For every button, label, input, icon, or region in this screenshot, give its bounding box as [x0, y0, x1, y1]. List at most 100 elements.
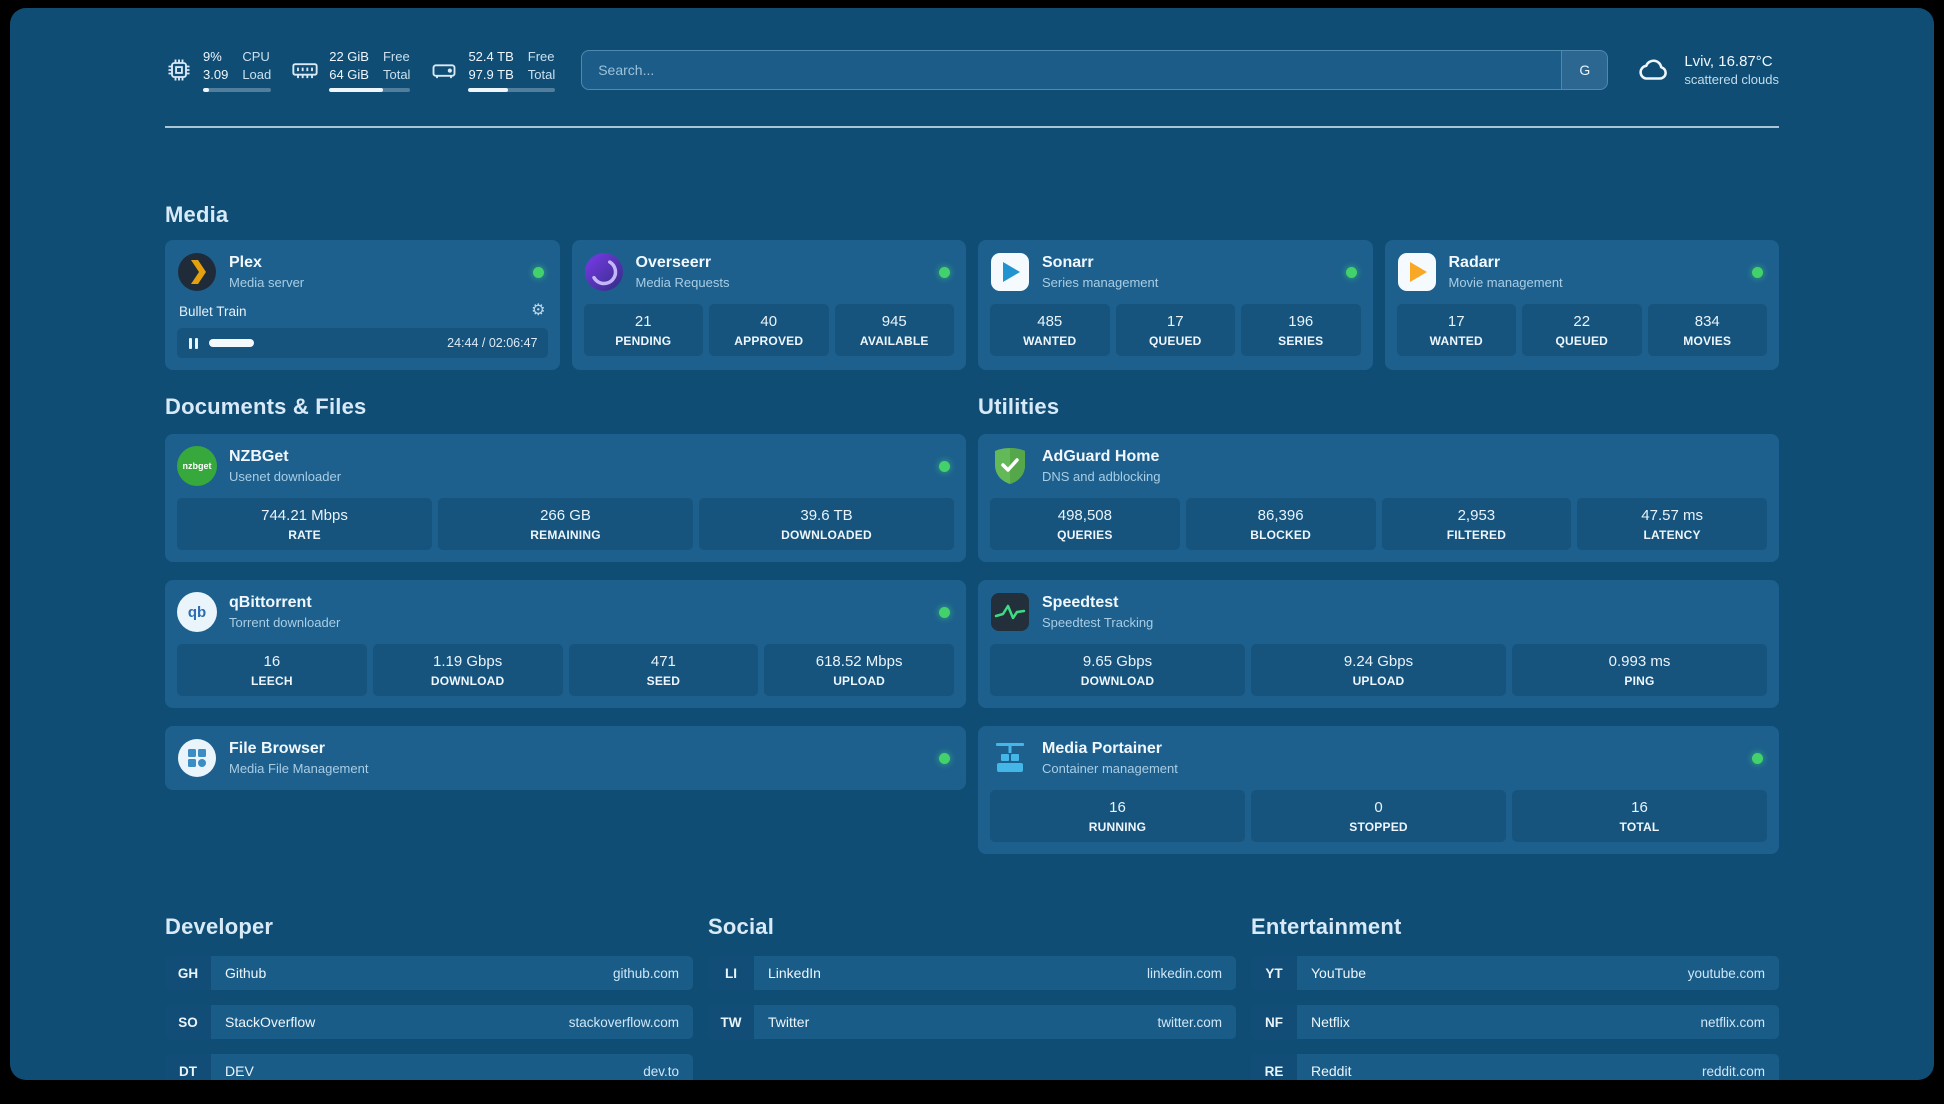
bookmark-youtube[interactable]: YT YouTube youtube.com — [1251, 956, 1779, 991]
adguard-icon — [990, 446, 1030, 486]
status-online-dot — [1345, 266, 1357, 278]
bookmark-abbr: RE — [1251, 1054, 1297, 1080]
service-card-overseerr[interactable]: Overseerr Media Requests 21 PENDING 40 A… — [571, 240, 966, 371]
service-subtitle: Torrent downloader — [229, 615, 341, 631]
filebrowser-icon — [177, 738, 217, 778]
stat-stopped: 0 STOPPED — [1251, 790, 1506, 843]
speedtest-icon — [990, 592, 1030, 632]
cpu-label: CPU — [242, 49, 270, 64]
stat-pending: 21 PENDING — [583, 304, 703, 357]
memory-free-label: Free — [382, 49, 410, 64]
service-subtitle: Usenet downloader — [229, 469, 342, 485]
search-engine-button[interactable]: G — [1561, 51, 1608, 90]
disk-icon — [433, 64, 456, 79]
playback-progress-track[interactable] — [209, 339, 438, 348]
disk-usage-bar — [468, 88, 556, 93]
bookmark-twitter[interactable]: TW Twitter twitter.com — [708, 1005, 1236, 1040]
status-online-dot — [939, 460, 950, 472]
service-subtitle: DNS and adblocking — [1042, 469, 1161, 485]
stat-running: 16 RUNNING — [990, 790, 1245, 843]
nzbget-icon: nzbget — [177, 446, 217, 487]
settings-gear-icon[interactable]: ⚙ — [531, 302, 546, 320]
service-name: Plex — [229, 254, 262, 272]
stat-filtered: 2,953 FILTERED — [1381, 498, 1572, 551]
service-card-radarr[interactable]: Radarr Movie management 17 WANTED 22 QUE… — [1384, 240, 1779, 371]
stat-remaining: 266 GB REMAINING — [438, 498, 693, 551]
section-documents: Documents & Files nzbget NZBGet Usenet d… — [165, 394, 966, 791]
search-input[interactable] — [582, 51, 1562, 90]
disk-total-label: Total — [527, 66, 556, 82]
memory-usage-bar — [329, 88, 411, 93]
stat-available: 945 AVAILABLE — [834, 304, 954, 357]
playback-progress-fill — [209, 339, 254, 348]
memory-total-label: Total — [382, 66, 411, 82]
bookmark-domain: dev.to — [643, 1063, 679, 1079]
section-title-entertainment: Entertainment — [1251, 914, 1402, 940]
service-card-adguard[interactable]: AdGuard Home DNS and adblocking 498,508 … — [978, 434, 1779, 563]
service-card-sonarr[interactable]: Sonarr Series management 485 WANTED 17 Q… — [978, 240, 1373, 371]
stat-movies: 834 MOVIES — [1647, 304, 1767, 357]
weather-location: Lviv, 16.87°C — [1684, 53, 1773, 71]
service-card-speedtest[interactable]: Speedtest Speedtest Tracking 9.65 Gbps D… — [978, 580, 1779, 709]
bookmark-domain: netflix.com — [1700, 1014, 1765, 1030]
bookmark-github[interactable]: GH Github github.com — [165, 956, 693, 991]
memory-widget: 22 GiB 64 GiB Free Total — [291, 48, 411, 93]
bookmark-domain: youtube.com — [1687, 965, 1765, 981]
status-online-dot — [939, 752, 950, 764]
service-card-portainer[interactable]: Media Portainer Container management 16 … — [978, 726, 1779, 855]
cpu-usage-value: 9% — [203, 49, 222, 64]
playback-time: 24:44 / 02:06:47 — [447, 336, 538, 351]
bookmark-name: Reddit — [1311, 1063, 1352, 1080]
bookmark-name: Github — [225, 965, 267, 982]
cloud-icon — [1639, 59, 1668, 80]
bookmark-reddit[interactable]: RE Reddit reddit.com — [1251, 1054, 1779, 1080]
service-card-qbittorrent[interactable]: qb qBittorrent Torrent downloader 16 LEE… — [165, 580, 966, 709]
stat-total: 16 TOTAL — [1512, 790, 1767, 843]
service-card-plex[interactable]: Plex Media server Bullet Train ⚙ — [165, 240, 560, 371]
stat-rate: 744.21 Mbps RATE — [177, 498, 432, 551]
stat-wanted: 17 WANTED — [1396, 304, 1516, 357]
section-title-utilities: Utilities — [978, 394, 1060, 420]
cpu-load-label: Load — [242, 66, 272, 82]
weather-condition: scattered clouds — [1684, 72, 1779, 88]
bookmark-domain: reddit.com — [1701, 1063, 1765, 1079]
service-name: Media Portainer — [1042, 740, 1163, 758]
bookmark-name: Twitter — [768, 1014, 810, 1031]
bookmark-netflix[interactable]: NF Netflix netflix.com — [1251, 1005, 1779, 1040]
service-subtitle: Speedtest Tracking — [1042, 615, 1154, 631]
now-playing-title: Bullet Train — [179, 303, 247, 319]
bookmark-domain: linkedin.com — [1146, 965, 1222, 981]
pause-button[interactable] — [187, 336, 200, 351]
section-title-developer: Developer — [165, 914, 274, 940]
section-developer: Developer GH Github github.com SO StackO… — [165, 914, 693, 1080]
section-media: Media Plex Media server — [165, 202, 1779, 371]
service-card-nzbget[interactable]: nzbget NZBGet Usenet downloader 744.21 M… — [165, 434, 966, 563]
cpu-load-value: 3.09 — [203, 66, 229, 82]
disk-total-value: 97.9 TB — [468, 66, 514, 82]
bookmark-stackoverflow[interactable]: SO StackOverflow stackoverflow.com — [165, 1005, 693, 1040]
status-online-dot — [532, 266, 544, 278]
sonarr-icon — [990, 252, 1030, 292]
service-card-filebrowser[interactable]: File Browser Media File Management — [165, 726, 966, 791]
bookmark-linkedin[interactable]: LI LinkedIn linkedin.com — [708, 956, 1236, 991]
bookmark-abbr: YT — [1251, 956, 1297, 991]
bookmark-domain: stackoverflow.com — [568, 1014, 679, 1030]
bookmark-name: Netflix — [1311, 1014, 1350, 1031]
status-online-dot — [1752, 266, 1763, 278]
bookmark-abbr: LI — [708, 956, 754, 991]
plex-icon — [177, 252, 217, 292]
bookmark-dev[interactable]: DT DEV dev.to — [165, 1054, 693, 1080]
cpu-icon — [168, 59, 190, 81]
stat-seed: 471 SEED — [568, 644, 759, 697]
stat-queued: 22 QUEUED — [1522, 304, 1642, 357]
service-subtitle: Container management — [1042, 761, 1178, 777]
stat-upload: 9.24 Gbps UPLOAD — [1251, 644, 1506, 697]
section-utilities: Utilities — [978, 394, 1779, 855]
memory-free-value: 22 GiB — [329, 49, 369, 64]
hardware-widgets: 9% 3.09 CPU Load — [165, 48, 556, 93]
stat-leech: 16 LEECH — [177, 644, 367, 697]
status-online-dot — [939, 266, 950, 278]
section-title-documents: Documents & Files — [165, 394, 367, 420]
stat-approved: 40 APPROVED — [709, 304, 829, 357]
bookmark-name: StackOverflow — [225, 1014, 316, 1031]
